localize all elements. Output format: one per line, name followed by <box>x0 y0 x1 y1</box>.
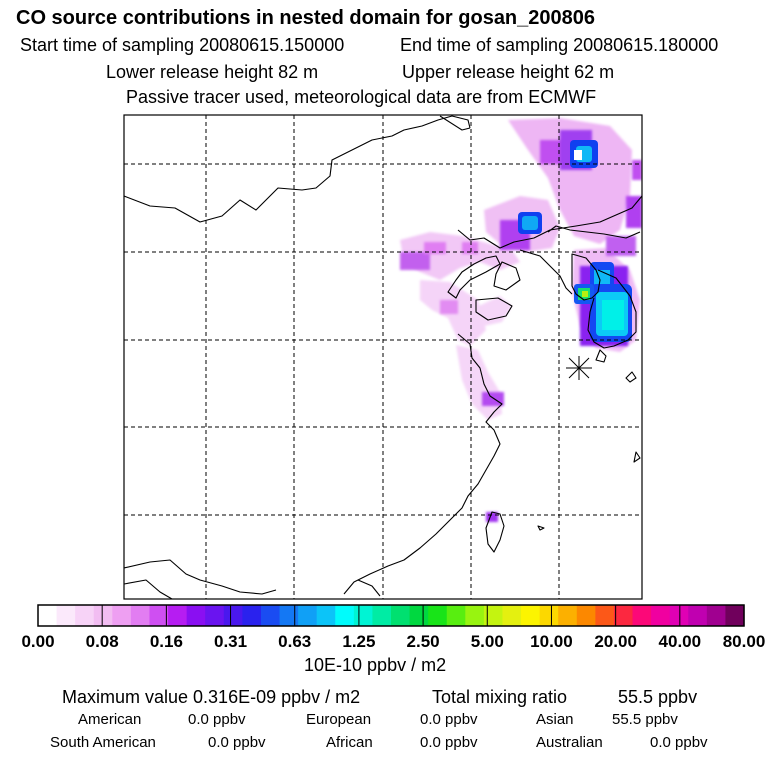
colorbar-swatch <box>260 605 281 626</box>
australian-label: Australian <box>536 734 603 751</box>
tracer-note: Passive tracer used, meteorological data… <box>126 87 597 107</box>
colorbar-swatch <box>725 605 745 626</box>
american-label: American <box>78 711 142 728</box>
map-frame <box>123 114 643 600</box>
colorbar-swatch <box>576 605 596 626</box>
colorbar-swatch <box>242 605 262 626</box>
end-time-label: End time of sampling 20080615.180000 <box>400 35 719 55</box>
colorbar-swatch <box>688 605 708 626</box>
colorbar-swatch <box>521 605 541 626</box>
colorbar-tick-label: 20.00 <box>594 632 637 651</box>
total-mixing-ratio-label: Total mixing ratio <box>432 687 568 707</box>
lower-release-height: Lower release height 82 m <box>106 62 319 82</box>
colorbar-swatch <box>205 605 225 626</box>
colorbar-swatch <box>316 605 336 626</box>
upper-release-height: Upper release height 62 m <box>402 62 615 82</box>
colorbar-swatch <box>112 605 132 626</box>
colorbar-swatch <box>651 605 671 626</box>
colorbar-swatch <box>539 605 559 626</box>
colorbar-tick-label: 0.08 <box>85 632 119 651</box>
colorbar-swatch <box>75 605 95 626</box>
concentration-field <box>400 118 642 522</box>
european-value: 0.0 ppbv <box>420 711 478 728</box>
colorbar-swatch <box>372 605 392 626</box>
colorbar-swatch <box>595 605 615 626</box>
colorbar-unit: 10E-10 ppbv / m2 <box>304 655 447 675</box>
total-mixing-ratio-value: 55.5 ppbv <box>618 687 698 707</box>
european-label: European <box>306 711 372 728</box>
colorbar-swatch <box>353 605 374 626</box>
south-american-value: 0.0 ppbv <box>208 734 266 751</box>
colorbar-swatch <box>168 605 188 626</box>
colorbar-tick-label: 0.16 <box>149 632 183 651</box>
colorbar-swatch <box>279 605 299 626</box>
coastlines-borders <box>124 115 642 599</box>
south-american-label: South American <box>50 734 156 751</box>
colorbar-swatch <box>558 605 578 626</box>
colorbar-tick-label: 10.00 <box>530 632 573 651</box>
colorbar-tick-label: 0.63 <box>278 632 312 651</box>
colorbar-swatch <box>93 605 113 626</box>
colorbar-swatch <box>632 605 652 626</box>
colorbar-swatch <box>391 605 411 626</box>
colorbar-swatch <box>465 605 485 626</box>
colorbar-tick-label: 0.00 <box>21 632 55 651</box>
colorbar-swatch <box>335 605 355 626</box>
colorbar-swatch <box>130 605 151 626</box>
colorbar-swatch <box>613 605 634 626</box>
asian-value: 55.5 ppbv <box>612 711 678 728</box>
asian-label: Asian <box>536 711 574 728</box>
african-label: African <box>326 734 373 751</box>
lat-lon-grid <box>124 115 642 599</box>
colorbar-tick-label: 2.50 <box>406 632 440 651</box>
colorbar-swatch <box>149 605 169 626</box>
colorbar-swatch <box>38 605 58 626</box>
colorbar-frame <box>37 604 745 627</box>
colorbar-swatch <box>502 605 522 626</box>
start-time-label: Start time of sampling 20080615.150000 <box>20 35 345 55</box>
colorbar-swatch <box>483 605 504 626</box>
colorbar-swatch <box>186 605 206 626</box>
american-value: 0.0 ppbv <box>188 711 246 728</box>
colorbar-tick-label: 80.00 <box>722 632 766 651</box>
colorbar-tick-label: 1.25 <box>342 632 376 651</box>
colorbar-swatch <box>669 605 689 626</box>
colorbar-swatch <box>409 605 429 626</box>
maximum-value: Maximum value 0.316E-09 ppbv / m2 <box>62 687 361 707</box>
colorbar-tick-label: 5.00 <box>470 632 504 651</box>
colorbar-swatch <box>223 605 243 626</box>
colorbar-tick-label: 40.00 <box>658 632 702 651</box>
colorbar-tick-label: 0.31 <box>213 632 248 651</box>
colorbar-swatch <box>56 605 76 626</box>
colorbar-swatch <box>446 605 466 626</box>
map-title: CO source contributions in nested domain… <box>16 7 596 29</box>
colorbar-swatch <box>706 605 727 626</box>
colorbar-swatch <box>298 605 318 626</box>
colorbar-swatch <box>428 605 448 626</box>
australian-value: 0.0 ppbv <box>650 734 708 751</box>
african-value: 0.0 ppbv <box>420 734 478 751</box>
colorbar <box>37 604 745 627</box>
receptor-site-marker <box>566 356 592 380</box>
